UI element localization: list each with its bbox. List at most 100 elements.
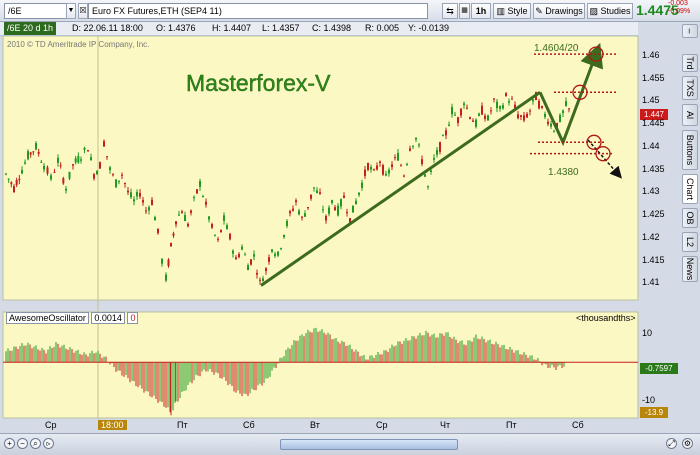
x-tick-3: Сб xyxy=(243,420,255,430)
candle-body xyxy=(301,216,303,218)
candle-body xyxy=(409,148,411,151)
interval-button[interactable]: 1h xyxy=(471,3,491,19)
tab-chart[interactable]: Chart xyxy=(682,174,698,204)
price-pane[interactable] xyxy=(2,36,639,301)
candle-body xyxy=(214,234,216,236)
candle-body xyxy=(349,218,351,225)
x-tick-6: Чт xyxy=(440,420,451,430)
info-open: O: 1.4376 xyxy=(156,23,196,33)
candle-body xyxy=(565,101,567,107)
candle-body xyxy=(154,217,156,221)
candle-body xyxy=(508,101,510,103)
candle-body xyxy=(568,108,570,110)
target-circle xyxy=(595,146,611,162)
candle-body xyxy=(229,233,231,240)
studies-icon: ▨ xyxy=(589,6,598,16)
y-tick-label: 1.43 xyxy=(642,186,660,197)
candle-body xyxy=(418,144,420,146)
tab-l2[interactable]: L2 xyxy=(682,232,698,252)
candle-body xyxy=(167,259,170,267)
candle-body xyxy=(59,165,62,167)
candle-body xyxy=(550,123,552,127)
settings-icon[interactable]: ⚙ xyxy=(682,438,693,449)
drawings-button[interactable]: ✎ Drawings xyxy=(533,3,585,19)
candle-body xyxy=(190,210,192,213)
annotation-top: 1.4604/20 xyxy=(534,43,579,54)
candle-body xyxy=(346,211,348,214)
candle-body xyxy=(391,164,393,168)
tab-trd[interactable]: Trd xyxy=(682,54,698,72)
candle-body xyxy=(445,130,447,136)
candle-body xyxy=(364,169,366,177)
candle-body xyxy=(307,206,309,209)
magnifier-icon[interactable]: ⌕ xyxy=(30,438,41,449)
candle-body xyxy=(90,157,92,161)
oscillator-units: <thousandths> xyxy=(576,313,636,323)
tab-minimize-icon[interactable]: ‒ xyxy=(682,24,698,38)
candle-body xyxy=(35,143,37,150)
y-tick-label: 1.415 xyxy=(642,254,665,265)
tab-al[interactable]: Al xyxy=(682,104,698,126)
candle-body xyxy=(547,121,549,125)
oscillator-pane[interactable] xyxy=(2,311,639,419)
oscillator-value: 0.0014 xyxy=(91,312,125,324)
change-value: -0.003 xyxy=(668,0,688,7)
oscillator-zero: 0 xyxy=(127,312,139,324)
style-button[interactable]: ▥ Style xyxy=(493,3,531,19)
candle-body xyxy=(193,196,195,198)
candle-body xyxy=(205,201,207,205)
candle-body xyxy=(68,171,71,179)
candle-body xyxy=(280,248,282,250)
tab-buttons[interactable]: Buttons xyxy=(682,130,698,170)
candle-body xyxy=(475,119,477,127)
candle-body xyxy=(151,199,153,205)
candle-body xyxy=(43,165,45,170)
candle-body xyxy=(490,110,492,112)
link-icon[interactable]: ⇆ xyxy=(442,3,458,19)
expand-icon[interactable]: ⤢ xyxy=(666,438,677,449)
candle-body xyxy=(72,164,74,166)
candle-body xyxy=(373,169,375,171)
chart-area[interactable]: Masterforex-V 2010 © TD Ameritrade IP Co… xyxy=(0,36,680,433)
candle-body xyxy=(520,115,522,117)
candle-body xyxy=(21,170,23,174)
oscillator-name[interactable]: AwesomeOscillator xyxy=(6,312,89,324)
candle-body xyxy=(217,239,219,241)
tab-news[interactable]: News xyxy=(682,256,698,282)
candle-body xyxy=(77,156,80,163)
candle-body xyxy=(526,113,528,118)
cursor-icon[interactable]: ▹ xyxy=(43,438,54,449)
time-scrollbar-thumb[interactable] xyxy=(280,439,458,450)
candle-body xyxy=(496,101,498,109)
checkbox-icon[interactable]: ☒ xyxy=(78,3,88,19)
symbol-input[interactable]: /6E xyxy=(4,3,68,19)
candle-body xyxy=(511,98,513,100)
candle-body xyxy=(325,215,327,221)
candle-body xyxy=(274,253,276,256)
osc-tick-top: 10 xyxy=(642,328,653,338)
symbol-tag: /6E 20 d 1h xyxy=(4,22,57,35)
candle-body xyxy=(241,246,243,250)
candle-body xyxy=(50,175,52,180)
symbol-dropdown-icon[interactable]: ▼ xyxy=(66,3,76,19)
candle-body xyxy=(553,131,555,133)
candle-body xyxy=(259,279,261,281)
studies-button[interactable]: ▨ Studies xyxy=(587,3,633,19)
candle-body xyxy=(93,174,95,179)
zoom-out-icon[interactable]: − xyxy=(17,438,28,449)
osc-tick-bottom: -10 xyxy=(642,395,656,405)
candle-body xyxy=(18,178,21,181)
watermark-text: Masterforex-V xyxy=(186,70,331,96)
tab-txs[interactable]: TXS xyxy=(682,76,698,100)
info-date: D: 22.06.11 18:00 xyxy=(72,23,143,33)
candle-body xyxy=(57,157,59,163)
candle-body xyxy=(7,178,10,180)
candle-body xyxy=(37,151,40,154)
y-tick-label: 1.44 xyxy=(642,140,660,151)
candle-body xyxy=(208,216,210,220)
tab-ob[interactable]: OB xyxy=(682,208,698,228)
y-tick-label: 1.455 xyxy=(642,72,665,83)
zoom-in-icon[interactable]: + xyxy=(4,438,15,449)
grid-icon[interactable]: ▦ xyxy=(459,3,470,19)
y-tick-label: 1.45 xyxy=(642,95,660,106)
